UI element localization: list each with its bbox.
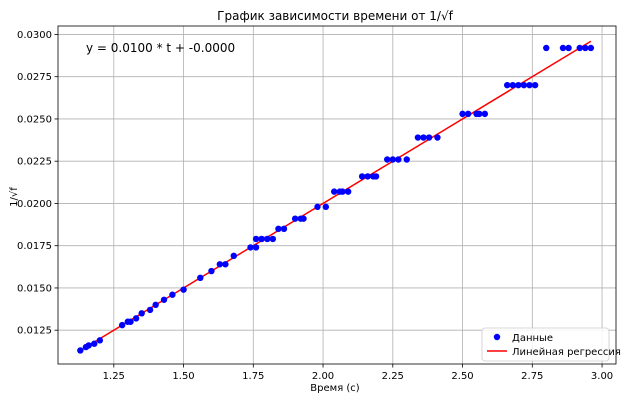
x-tick-label: 1.50 bbox=[172, 371, 194, 382]
data-point bbox=[503, 81, 511, 89]
data-point bbox=[138, 310, 145, 317]
x-tick-label: 3.00 bbox=[591, 371, 613, 382]
data-point bbox=[481, 110, 489, 118]
data-point bbox=[230, 252, 237, 260]
y-tick-label: 0.0250 bbox=[17, 114, 52, 125]
data-point bbox=[180, 286, 187, 293]
y-tick-label: 0.0150 bbox=[17, 283, 52, 294]
y-tick-label: 0.0225 bbox=[17, 157, 52, 168]
data-point bbox=[459, 110, 466, 118]
data-point bbox=[476, 110, 483, 118]
data-point bbox=[169, 291, 176, 298]
data-point bbox=[216, 261, 224, 268]
data-point bbox=[509, 81, 516, 89]
data-point bbox=[96, 337, 104, 344]
y-tick-label: 0.0125 bbox=[17, 326, 52, 337]
x-axis-ticks: 1.25 1.50 1.75 2.00 2.25 2.50 2.75 3.00 bbox=[103, 364, 613, 382]
data-point bbox=[222, 261, 229, 268]
x-axis-label: Время (с) bbox=[310, 383, 359, 394]
data-point bbox=[314, 203, 321, 211]
data-point bbox=[127, 318, 134, 325]
data-point bbox=[559, 44, 567, 52]
data-point bbox=[364, 173, 371, 180]
data-point bbox=[565, 44, 572, 52]
data-point bbox=[252, 235, 260, 243]
plot-area-frame bbox=[57, 25, 617, 365]
data-point bbox=[152, 301, 159, 309]
data-point bbox=[358, 173, 366, 180]
data-point bbox=[531, 81, 539, 89]
data-point bbox=[300, 215, 307, 222]
data-point bbox=[434, 134, 441, 141]
data-point bbox=[208, 267, 215, 275]
plot-marks bbox=[77, 40, 595, 354]
y-axis-ticks: 0.0125 0.0150 0.0175 0.0200 0.0225 0.0250 0.02… bbox=[17, 30, 58, 337]
data-point bbox=[275, 225, 282, 232]
y-tick-label: 0.0175 bbox=[17, 241, 52, 252]
data-point bbox=[264, 235, 271, 243]
data-point bbox=[464, 110, 472, 118]
data-point bbox=[576, 44, 583, 52]
data-point bbox=[258, 235, 265, 243]
data-point bbox=[247, 244, 254, 251]
data-point bbox=[132, 315, 140, 322]
data-point bbox=[291, 215, 299, 222]
x-tick-label: 2.00 bbox=[312, 371, 334, 382]
x-tick-label: 2.25 bbox=[382, 371, 404, 382]
data-points bbox=[77, 44, 595, 354]
data-point bbox=[160, 296, 168, 303]
data-point bbox=[322, 203, 330, 211]
x-tick-label: 1.25 bbox=[103, 371, 125, 382]
y-tick-label: 0.0200 bbox=[17, 199, 52, 210]
regression-equation-annotation: y = 0.0100 * t + -0.0000 bbox=[86, 41, 235, 55]
legend-marker-data bbox=[493, 333, 501, 341]
data-point bbox=[389, 156, 396, 163]
data-point bbox=[395, 156, 402, 163]
data-point bbox=[587, 44, 595, 52]
data-point bbox=[331, 188, 338, 195]
data-point bbox=[118, 321, 126, 329]
legend: Данные Линейная регрессия bbox=[481, 327, 621, 362]
y-tick-label: 0.0275 bbox=[17, 72, 52, 83]
x-tick-label: 2.50 bbox=[451, 371, 473, 382]
data-point bbox=[372, 173, 380, 180]
data-point bbox=[582, 44, 589, 52]
data-point bbox=[197, 274, 204, 282]
data-point bbox=[526, 81, 533, 89]
legend-label-data: Данные bbox=[512, 333, 553, 344]
data-point bbox=[91, 340, 98, 347]
data-point bbox=[269, 235, 277, 243]
x-tick-label: 2.75 bbox=[521, 371, 543, 382]
grid bbox=[58, 26, 616, 364]
data-point bbox=[280, 225, 288, 232]
data-point bbox=[252, 244, 260, 251]
data-point bbox=[344, 188, 352, 195]
data-point bbox=[414, 134, 422, 141]
legend-box bbox=[481, 327, 610, 362]
data-point bbox=[339, 188, 346, 195]
legend-label-regression: Линейная регрессия bbox=[512, 347, 621, 358]
x-tick-label: 1.75 bbox=[242, 371, 264, 382]
data-point bbox=[403, 156, 410, 163]
data-point bbox=[146, 306, 154, 314]
y-tick-label: 0.0300 bbox=[17, 30, 52, 41]
chart-title: График зависимости времени от 1/√f bbox=[217, 9, 453, 23]
data-point bbox=[515, 81, 522, 89]
data-point bbox=[85, 342, 92, 349]
y-axis-label: 1/√f bbox=[9, 187, 20, 207]
data-point bbox=[520, 81, 528, 89]
data-point bbox=[543, 44, 550, 52]
data-point bbox=[384, 156, 391, 163]
data-point bbox=[420, 134, 427, 141]
data-point bbox=[425, 134, 433, 141]
data-point bbox=[77, 347, 84, 354]
